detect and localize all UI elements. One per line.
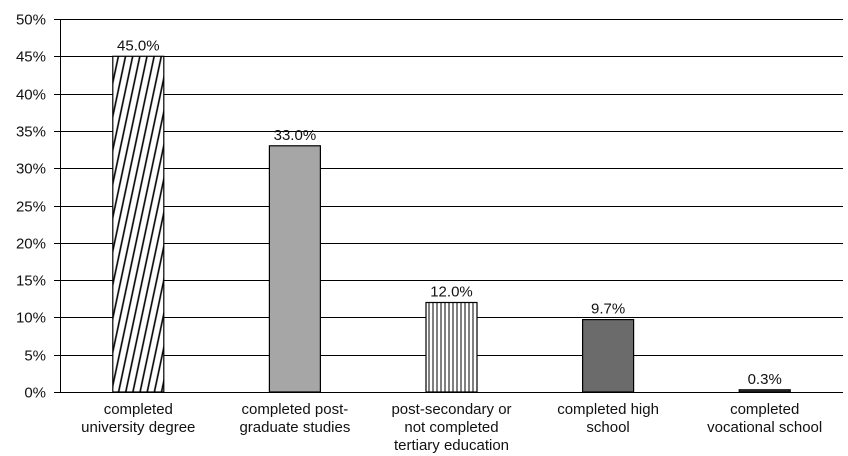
x-category-label-line: completed high: [557, 401, 659, 418]
bar: [112, 55, 165, 393]
x-category-label-line: vocational school: [707, 419, 822, 436]
y-tick-label: 20%: [16, 236, 46, 253]
bar: [581, 319, 635, 393]
y-tick-label: 25%: [16, 199, 46, 216]
x-category-label-line: university degree: [81, 419, 195, 436]
x-category-label: completed university degree: [81, 401, 195, 436]
x-category-label-line: post-secondary or: [391, 401, 511, 418]
x-category-label-line: school: [586, 419, 629, 436]
x-category-label: completed vocational school: [707, 401, 822, 436]
bar: [425, 301, 478, 393]
y-tick-label: 40%: [16, 87, 46, 104]
x-category-label-line: graduate studies: [239, 419, 350, 436]
y-tick-label: 30%: [16, 161, 46, 178]
x-category-label-line: tertiary education: [394, 437, 509, 454]
data-label: 0.3%: [748, 371, 782, 388]
x-category-label-line: completed: [730, 401, 799, 418]
bar: [268, 145, 321, 393]
x-category-label-line: completed: [104, 401, 173, 418]
bar: [738, 389, 791, 393]
data-label: 33.0%: [274, 127, 317, 144]
y-tick-label: 10%: [16, 310, 46, 327]
y-tick-label: 5%: [24, 348, 46, 365]
y-tick-label: 15%: [16, 273, 46, 290]
data-label: 45.0%: [117, 37, 160, 54]
x-category-label: completed high school: [557, 401, 659, 436]
data-label: 9.7%: [591, 301, 625, 318]
data-label: 12.0%: [430, 284, 473, 301]
x-category-label: completed post-graduate studies: [239, 401, 350, 436]
x-category-label: post-secondary or not completed tertiary e…: [391, 401, 511, 454]
y-tick-label: 35%: [16, 124, 46, 141]
y-tick-label: 50%: [16, 12, 46, 29]
x-category-label-line: completed post-: [242, 401, 349, 418]
y-tick-label: 0%: [24, 385, 46, 402]
y-tick-label: 45%: [16, 49, 46, 66]
x-category-label-line: not completed: [404, 419, 498, 436]
